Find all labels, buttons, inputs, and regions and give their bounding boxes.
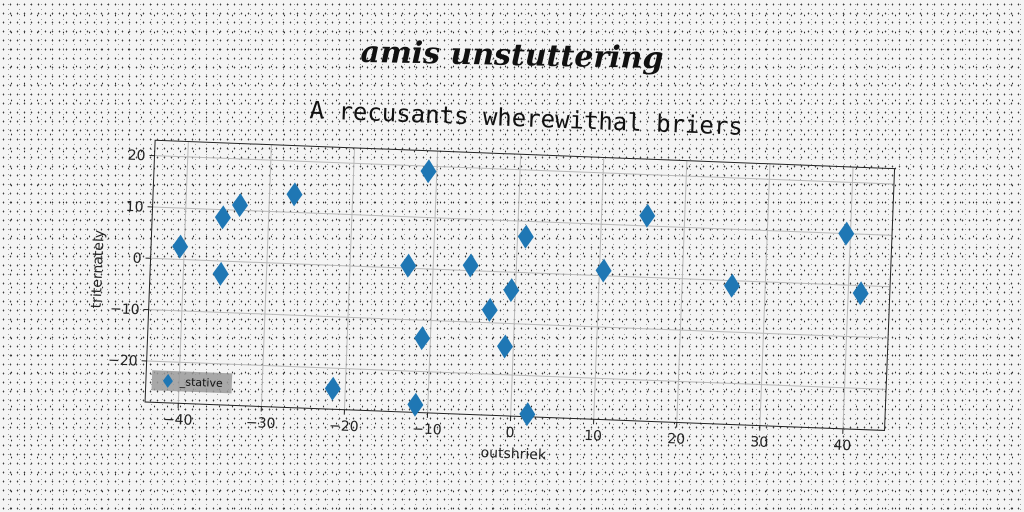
data-point <box>503 278 520 303</box>
data-point <box>232 193 249 218</box>
x-tick-label: −20 <box>329 418 359 435</box>
scatter-chart: A recusants wherewithal briers −40 −30 −20… <box>63 79 907 481</box>
chart-title: A recusants wherewithal briers <box>309 96 743 141</box>
data-point <box>407 392 424 417</box>
axis-ticks: −40 −30 −20 −10 0 10 20 30 40 −20 −10 0 10 20 <box>106 147 862 454</box>
figure-heading: amis unstuttering <box>0 27 1024 83</box>
y-tick-label: 10 <box>125 199 143 216</box>
grid-lines <box>145 140 895 430</box>
data-point <box>324 376 341 401</box>
data-point <box>852 281 869 306</box>
x-grid-line <box>677 161 687 423</box>
data-point <box>497 334 514 359</box>
x-grid-line <box>261 145 271 407</box>
x-tick-label: 20 <box>667 431 685 448</box>
x-grid-line <box>428 151 438 413</box>
y-grid-line <box>155 156 894 184</box>
y-grid-line <box>151 258 890 286</box>
legend-entry: _stative <box>179 375 224 390</box>
x-tick-label: 10 <box>584 428 602 445</box>
x-axis-label: outshriek <box>480 445 547 464</box>
x-grid-line <box>843 167 853 429</box>
data-point <box>724 273 741 298</box>
data-point <box>214 205 231 230</box>
legend: _stative <box>152 370 233 393</box>
data-point <box>172 234 189 259</box>
data-point <box>595 258 612 283</box>
data-point <box>462 253 479 278</box>
x-tick-label: −40 <box>163 412 193 429</box>
x-tick-label: −10 <box>412 421 442 438</box>
data-point <box>400 253 417 278</box>
data-point <box>519 402 536 427</box>
y-grid-line <box>149 310 888 338</box>
data-point <box>639 203 656 228</box>
x-tick-label: −30 <box>246 415 276 432</box>
x-tick-label: 30 <box>750 434 768 451</box>
data-point <box>286 182 303 207</box>
x-grid-line <box>594 157 604 419</box>
x-tick-label: 40 <box>833 438 851 455</box>
y-grid-line <box>147 361 886 389</box>
data-point <box>517 224 534 249</box>
y-axis-label: triternately <box>89 230 108 309</box>
data-point <box>420 159 437 184</box>
x-tick-label: 0 <box>505 425 515 441</box>
data-point <box>481 298 498 323</box>
x-grid-line <box>178 142 188 404</box>
y-tick-label: −20 <box>108 352 138 369</box>
y-tick-label: 20 <box>127 148 145 165</box>
y-tick-label: −10 <box>110 301 140 318</box>
data-point <box>414 326 431 351</box>
y-tick-label: 0 <box>132 251 142 267</box>
x-grid-line <box>760 164 770 426</box>
data-point <box>838 221 855 246</box>
x-grid-line <box>344 148 354 410</box>
data-point <box>212 262 229 287</box>
chart-figure: A recusants wherewithal briers −40 −30 −20… <box>63 79 907 481</box>
